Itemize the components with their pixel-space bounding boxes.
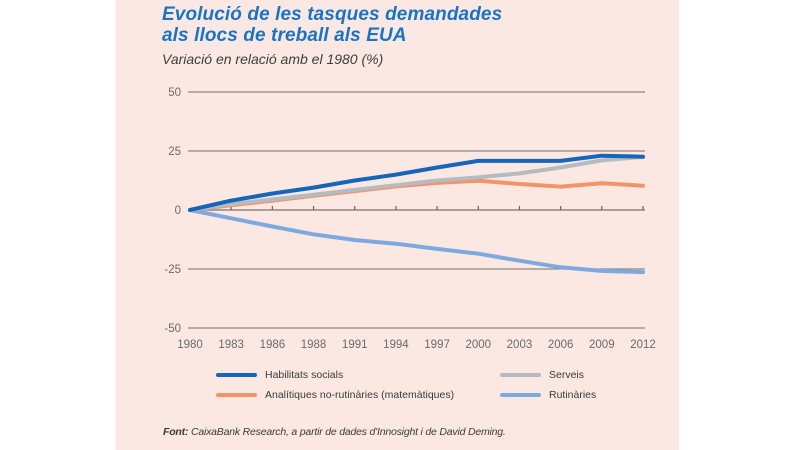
source-note: Font: CaixaBank Research, a partir de da… [163,426,506,438]
source-text: CaixaBank Research, a partir de dades d'… [188,426,506,438]
y-tick-label: -50 [164,323,181,335]
legend-item-analitiques: Analítiques no-rutinàries (matemàtiques) [216,389,454,401]
chart-title-line-1: Evolució de les tasques demandades [162,4,503,25]
legend-swatch-rutinaries [500,393,541,397]
x-tick-label: 1983 [218,339,244,351]
gridlines [188,91,645,329]
source-prefix: Font: [163,426,189,438]
x-tick-label: 2006 [548,339,574,351]
legend-item-rutinaries: Rutinàries [500,389,596,401]
chart-panel [116,0,679,450]
x-tick-label: 1997 [424,339,450,351]
legend-swatch-habilitats-socials [216,373,257,377]
x-tick-label: 1986 [260,339,286,351]
legend-swatch-analitiques [216,393,257,397]
x-tick-label: 1994 [383,339,409,351]
legend-item-habilitats-socials: Habilitats socials [216,369,343,381]
chart-subtitle: Variació en relació amb el 1980 (%) [162,51,384,67]
x-tick-label: 2000 [465,339,491,351]
legend-label: Serveis [549,369,585,381]
x-tick-label: 2009 [589,339,615,351]
legend-swatch-serveis [500,373,541,377]
series-line-serveis [188,154,645,212]
chart-title: Evolució de les tasques demandades als l… [162,4,502,46]
x-tick-label: 1991 [342,339,368,351]
y-axis-ticks: 50 25 0 -25 -50 [164,87,181,335]
y-tick-label: -25 [164,264,181,276]
x-tick-label: 2012 [630,339,656,351]
series-line-rutinàries [188,208,645,275]
series-lines [188,153,645,275]
x-tick-label: 2003 [507,339,533,351]
x-tick-label: 1980 [177,339,203,351]
legend-item-serveis: Serveis [500,369,584,381]
legend-label: Rutinàries [549,389,597,401]
series-line-habilitats-socials [188,153,645,212]
chart-title-line-2: als llocs de treball als EUA [162,25,407,46]
y-tick-label: 25 [168,146,181,158]
legend-label: Analítiques no-rutinàries (matemàtiques) [265,389,455,401]
x-tick-label: 1988 [301,339,327,351]
x-axis-ticks: 1980 1983 1986 1988 1991 1994 1997 2000 2003 2006… [177,206,656,351]
legend-label: Habilitats socials [265,369,344,381]
y-tick-label: 50 [168,87,181,99]
y-tick-label: 0 [175,205,181,217]
